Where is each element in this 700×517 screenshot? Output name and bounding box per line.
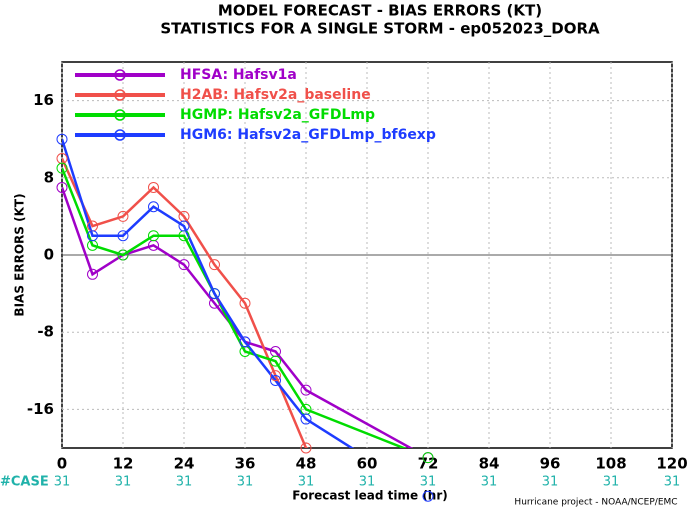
case-count: 31: [603, 475, 620, 490]
point-marker: [56, 162, 68, 174]
chart-title: MODEL FORECAST - BIAS ERRORS (KT): [218, 2, 542, 20]
y-tick-label: 16: [33, 91, 54, 109]
legend-label: H2AB: Hafsv2a_baseline: [180, 87, 371, 103]
case-count: 31: [542, 475, 559, 490]
y-axis-label: BIAS ERRORS (KT): [13, 193, 27, 316]
point-marker: [148, 201, 159, 213]
legend-label: HGM6: Hafsv2a_GFDLmp_bf6exp: [180, 127, 436, 143]
case-count: 31: [115, 475, 132, 490]
point-marker: [300, 442, 312, 454]
point-marker: [422, 490, 434, 502]
x-tick-label: 120: [656, 455, 687, 473]
point-marker: [117, 249, 129, 261]
point-marker: [117, 230, 129, 242]
point-marker: [239, 336, 251, 348]
y-tick-label: -16: [27, 400, 54, 418]
point-marker: [148, 230, 159, 242]
plot-area: [62, 138, 414, 448]
legend-marker: [114, 89, 126, 101]
x-tick-label: 36: [235, 455, 256, 473]
x-tick-label: 0: [57, 455, 67, 473]
point-marker: [87, 268, 98, 280]
x-tick-label: 60: [357, 455, 378, 473]
case-count: 31: [176, 475, 193, 490]
point-marker: [87, 230, 98, 242]
case-count: 31: [420, 475, 437, 490]
legend-marker: [114, 129, 126, 141]
case-count: 31: [298, 475, 315, 490]
x-tick-label: 72: [418, 455, 439, 473]
series-line: [62, 157, 309, 448]
y-tick-label: 8: [44, 168, 54, 186]
x-axis-label: Forecast lead time (hr): [292, 489, 448, 503]
legend-label: HFSA: Hafsv1a: [180, 67, 297, 83]
case-label: #CASE: [0, 475, 49, 490]
chart-subtitle: STATISTICS FOR A SINGLE STORM - ep052023…: [160, 20, 600, 38]
legend-marker: [114, 69, 126, 81]
point-marker: [239, 297, 251, 309]
legend-label: HGMP: Hafsv2a_GFDLmp: [180, 107, 375, 123]
point-marker: [209, 288, 220, 300]
y-tick-label: -8: [37, 323, 54, 341]
point-marker: [270, 370, 281, 382]
case-count: 31: [359, 475, 376, 490]
x-tick-label: 96: [540, 455, 561, 473]
legend-marker: [114, 109, 126, 121]
point-marker: [148, 181, 159, 193]
case-count: 31: [54, 475, 71, 490]
point-marker: [209, 259, 220, 271]
point-marker: [178, 259, 190, 271]
point-marker: [270, 374, 281, 386]
case-count: 31: [237, 475, 254, 490]
point-marker: [300, 413, 312, 425]
case-count: 31: [664, 475, 681, 490]
footer: Hurricane project - NOAA/NCEP/EMC: [514, 498, 677, 508]
series-line: [62, 187, 414, 448]
point-marker: [178, 220, 190, 232]
point-marker: [117, 210, 129, 222]
point-marker: [300, 384, 312, 396]
series-line: [62, 167, 407, 448]
point-marker: [270, 355, 281, 367]
x-tick-label: 48: [296, 455, 317, 473]
x-tick-label: 12: [113, 455, 134, 473]
x-tick-label: 108: [595, 455, 626, 473]
point-marker: [56, 181, 68, 193]
case-count: 31: [481, 475, 498, 490]
series-line: [62, 138, 355, 448]
x-tick-label: 24: [174, 455, 195, 473]
point-marker: [56, 133, 68, 145]
point-marker: [422, 452, 434, 464]
y-tick-label: 0: [44, 246, 54, 264]
x-tick-label: 84: [479, 455, 500, 473]
